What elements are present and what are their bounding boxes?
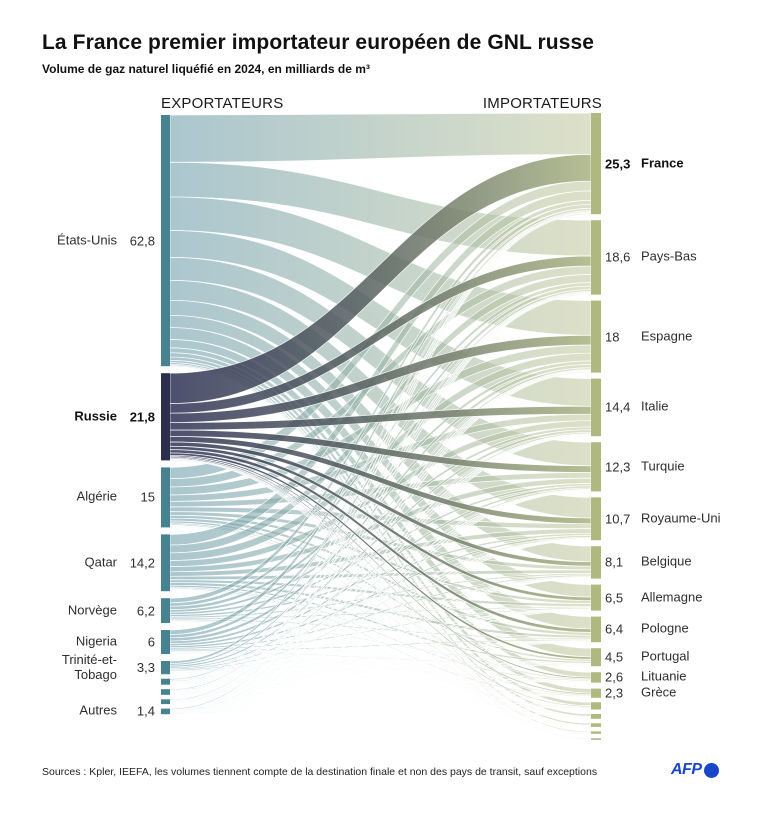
exporter-node (161, 115, 170, 367)
importer-node (591, 648, 601, 667)
afp-logo-text: AFP (671, 761, 702, 778)
importer-node (591, 442, 601, 492)
afp-logo: AFP (671, 761, 719, 779)
importer-node (591, 738, 601, 740)
page-title: La France premier importateur européen d… (42, 31, 595, 54)
importer-node (591, 688, 601, 698)
exporter-node (161, 699, 170, 705)
exporter-node (161, 708, 170, 715)
importer-node (591, 300, 601, 373)
exporter-node (161, 630, 170, 654)
importer-node (591, 546, 601, 579)
sankey-flow (169, 641, 592, 714)
importer-node (591, 584, 601, 611)
importer-node (591, 731, 601, 734)
importer-node (591, 714, 601, 719)
exporter-node (161, 689, 170, 695)
exporter-node (161, 678, 170, 685)
importer-node (591, 723, 601, 727)
importer-node (591, 616, 601, 643)
importer-node (591, 702, 601, 710)
exporter-node (161, 661, 170, 675)
sankey-flow (169, 112, 592, 163)
importers-column-header: IMPORTATEURS (482, 95, 602, 112)
source-note: Sources : Kpler, IEEFA, les volumes tien… (42, 766, 598, 778)
page-subtitle: Volume de gaz naturel liquéfié en 2024, … (42, 62, 370, 76)
exporter-node (161, 598, 170, 623)
importer-node (591, 672, 601, 683)
exporters-column-header: EXPORTATEURS (161, 95, 284, 112)
importer-node (591, 497, 601, 541)
importer-node (591, 378, 601, 437)
afp-logo-circle-icon (703, 762, 719, 778)
exporter-node (161, 373, 170, 461)
exporter-node (161, 467, 170, 528)
importer-node (591, 113, 601, 215)
exporter-node (161, 534, 170, 592)
importer-node (591, 220, 601, 295)
